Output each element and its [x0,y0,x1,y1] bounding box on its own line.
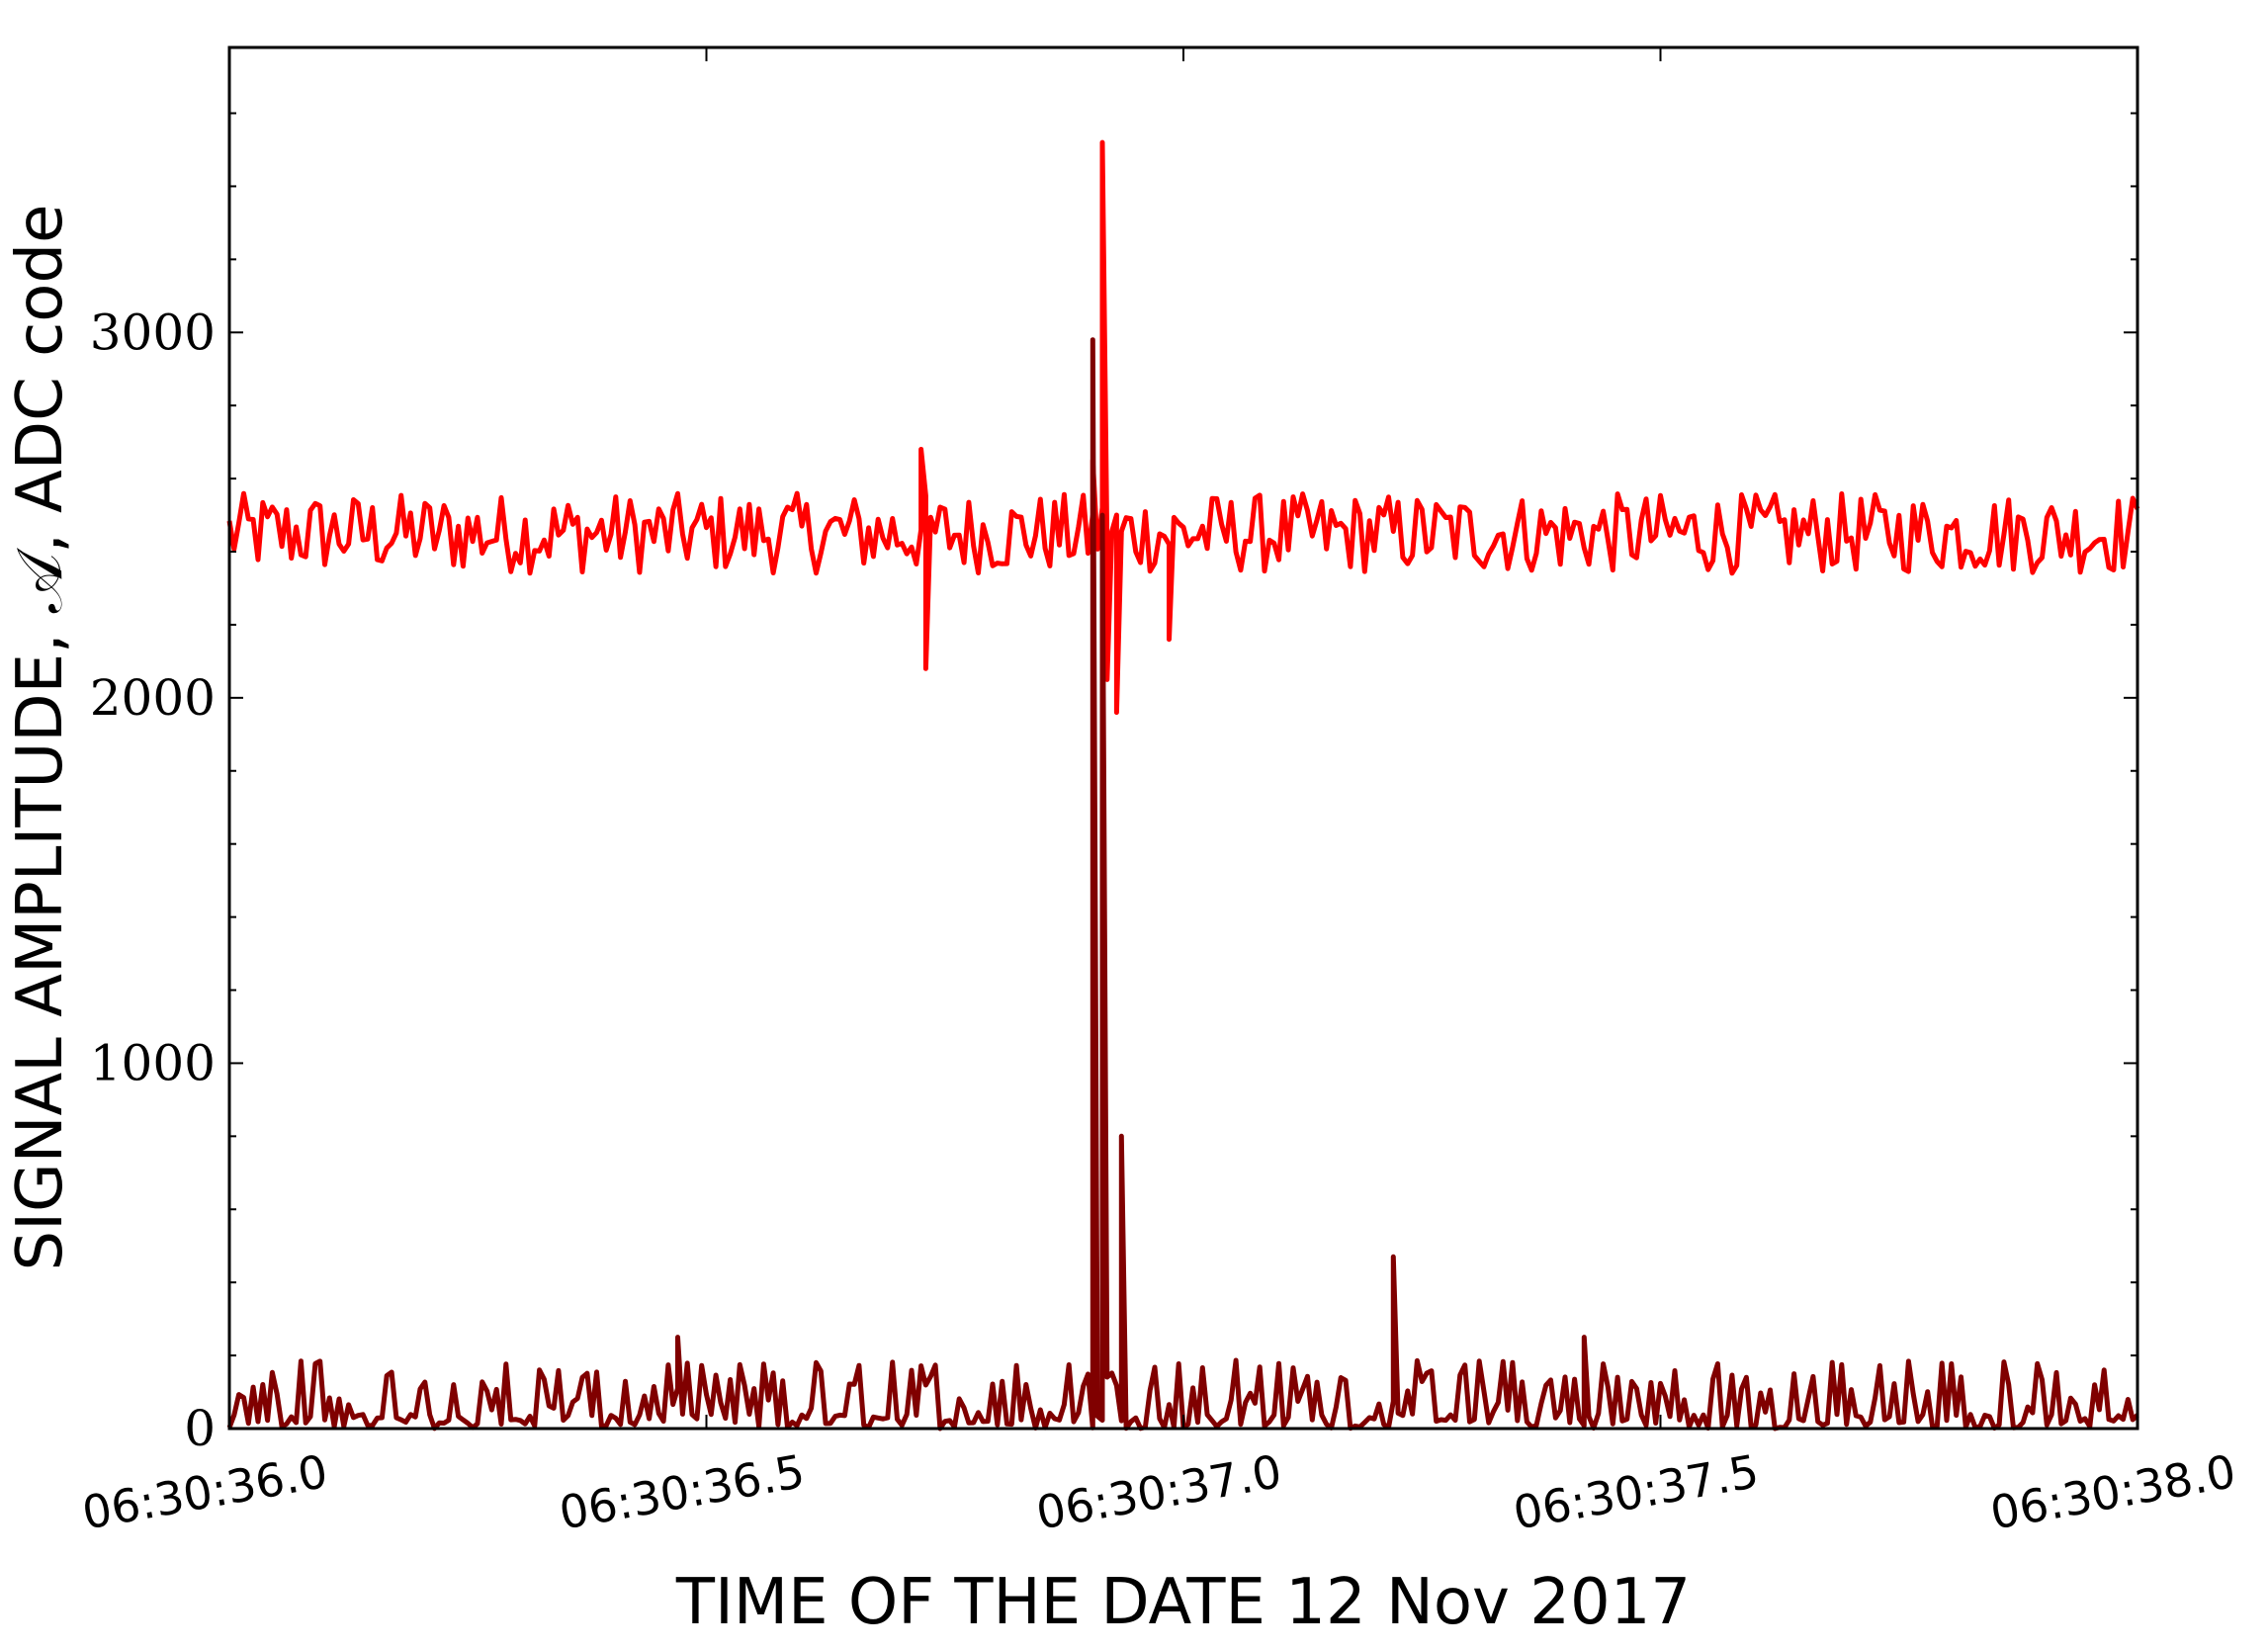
series-line-darkred [226,337,2139,1432]
plot-frame [227,45,2139,1431]
y-tick-label: 2000 [90,669,216,727]
y-axis-title: SIGNAL AMPLITUDE, 𝒜, ADC code [4,205,77,1271]
x-tick-label: 06:30:37.5 [1510,1444,1763,1540]
series-line-red [226,139,2140,716]
y-tick-label: 1000 [90,1034,216,1091]
x-tick-label: 06:30:36.0 [78,1444,331,1540]
x-tick-label: 06:30:37.0 [1032,1444,1285,1540]
y-tick-label: 0 [184,1400,216,1457]
x-axis-title: TIME OF THE DATE 12 Nov 2017 [675,1566,1691,1639]
x-tick-label: 06:30:38.0 [1986,1444,2239,1540]
tick-layer: 0 1000 2000 3000 06:30:36.0 06:30:36.5 06:30:3… [78,47,2239,1540]
y-tick-label: 3000 [90,304,216,361]
x-tick-label: 06:30:36.5 [556,1444,809,1540]
series-layer [226,139,2140,1432]
